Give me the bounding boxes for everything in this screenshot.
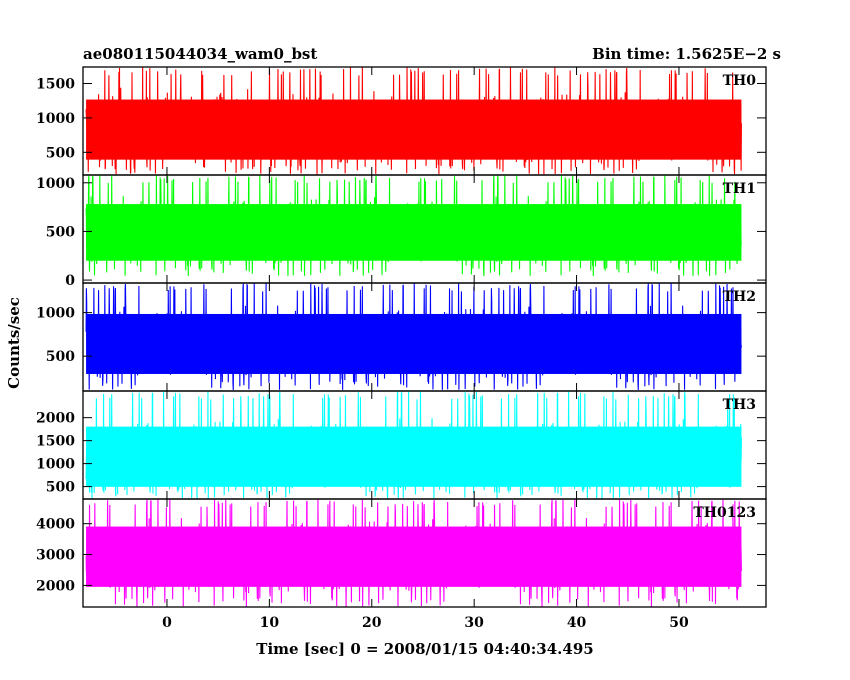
y-tick-label: 2000: [36, 411, 75, 427]
chart-title-right: Bin time: 1.5625E−2 s: [592, 45, 781, 63]
panel-label-th0123: TH0123: [693, 505, 756, 521]
y-tick-label: 1000: [36, 306, 75, 322]
panel-frame-th0123: [82, 498, 767, 608]
panel-label-th0: TH0: [723, 73, 757, 89]
x-tick-label: 10: [260, 615, 280, 631]
y-tick-label: 1000: [36, 457, 75, 473]
series-line-th1: [85, 175, 742, 277]
y-tick-label: 500: [46, 145, 75, 161]
series-line-th0: [85, 67, 742, 175]
series-line-th0123: [85, 499, 742, 607]
series-line-th3: [85, 391, 742, 499]
y-tick-label: 500: [46, 349, 75, 365]
x-axis-label: Time [sec] 0 = 2008/01/15 04:40:34.495: [256, 640, 593, 658]
panel-label-th2: TH2: [723, 289, 756, 305]
x-tick-label: 50: [669, 615, 689, 631]
y-tick-label: 500: [46, 480, 75, 496]
x-tick-label: 20: [362, 615, 382, 631]
x-tick-label: 30: [464, 615, 484, 631]
panel-label-th3: TH3: [723, 397, 756, 413]
y-tick-label: 1000: [36, 111, 75, 127]
y-tick-label: 1500: [36, 434, 75, 450]
y-axis-label: Counts/sec: [5, 297, 23, 389]
y-tick-label: 0: [65, 273, 75, 289]
y-tick-label: 4000: [36, 517, 75, 533]
y-tick-label: 2000: [36, 578, 75, 594]
y-tick-label: 1500: [36, 77, 75, 93]
series-line-th2: [85, 283, 742, 391]
y-tick-label: 3000: [36, 548, 75, 564]
panel-label-th1: TH1: [723, 181, 756, 197]
x-tick-label: 0: [162, 615, 172, 631]
chart-title-left: ae080115044034_wam0_bst: [83, 45, 317, 63]
y-tick-label: 1000: [36, 176, 75, 192]
x-tick-label: 40: [567, 615, 587, 631]
y-tick-label: 500: [46, 224, 75, 240]
